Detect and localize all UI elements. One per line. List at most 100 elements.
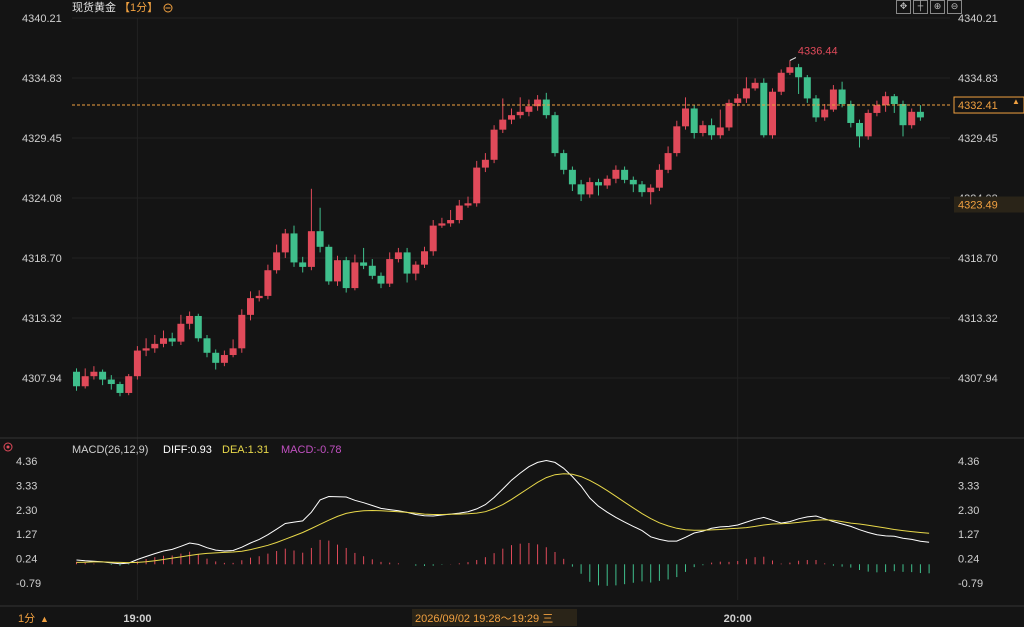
candle-body xyxy=(316,231,324,247)
period-label[interactable]: 【1分】 xyxy=(119,1,158,14)
crosshair-price-label: 4323.49 xyxy=(958,200,998,212)
candle-body xyxy=(595,182,602,186)
candle-body xyxy=(455,205,463,221)
candle-body xyxy=(647,187,655,193)
candle-body xyxy=(821,109,829,118)
candle-body xyxy=(107,379,115,385)
candle-body xyxy=(394,252,402,260)
candle-body xyxy=(255,295,263,299)
macd-tick-label-right: -0.79 xyxy=(958,578,983,590)
max-marker-line xyxy=(789,57,797,61)
macd-line-dea xyxy=(76,473,930,564)
candle-body xyxy=(220,355,228,363)
candle-body xyxy=(168,338,176,342)
price-up-arrow-icon: ▲ xyxy=(1012,97,1020,106)
candle-body xyxy=(516,111,524,116)
candle-body xyxy=(777,72,785,92)
candle-body xyxy=(160,338,167,344)
candle-body xyxy=(725,102,733,128)
candle-body xyxy=(629,179,637,185)
macd-dif-label: DIFF:0.93 xyxy=(163,444,212,456)
candle-body xyxy=(812,98,820,118)
candle-body xyxy=(429,225,437,252)
circle-minus-icon[interactable] xyxy=(163,3,173,13)
candle-body xyxy=(212,352,220,363)
candle-body xyxy=(890,96,898,105)
price-tick-label-left: 4318.70 xyxy=(22,253,62,265)
zoom-in-icon[interactable]: ⊕ xyxy=(930,0,945,14)
macd-tick-label-left: 0.24 xyxy=(16,554,37,566)
instrument-title: 现货黄金 xyxy=(72,0,116,14)
price-tick-label-right: 4313.32 xyxy=(958,313,998,325)
macd-settings-icon[interactable] xyxy=(3,442,13,452)
macd-plot[interactable] xyxy=(76,459,930,586)
price-plot[interactable]: 4336.44 xyxy=(72,46,952,397)
candle-body xyxy=(377,275,385,284)
move-icon[interactable]: ✥ xyxy=(896,0,911,14)
candle-body xyxy=(682,108,689,127)
candle-body xyxy=(116,384,124,393)
candle-body xyxy=(177,323,185,342)
candle-body xyxy=(586,182,594,195)
candle-body xyxy=(873,105,881,113)
candle-body xyxy=(699,125,707,134)
candle-body xyxy=(838,89,846,105)
axis-layer: 4340.21 4340.21 4334.83 4334.83 4329.45 4329.… xyxy=(16,13,1024,625)
candle-body xyxy=(499,119,507,130)
price-tick-label-right: 4318.70 xyxy=(958,253,998,265)
period-switch[interactable]: 1分 xyxy=(18,612,35,625)
candle-body xyxy=(742,88,750,99)
candle-body xyxy=(90,371,98,377)
macd-dea-label: DEA:1.31 xyxy=(222,444,269,456)
candle-body xyxy=(421,251,428,265)
candle-body xyxy=(334,260,341,282)
candle-body xyxy=(281,233,289,253)
time-tick-label: 20:00 xyxy=(724,613,752,625)
period-switch-arrow-icon[interactable]: ▲ xyxy=(40,614,49,624)
candle-body xyxy=(186,315,194,324)
crosshair-time-box xyxy=(412,609,577,626)
last-price-label: 4332.41 xyxy=(958,100,998,112)
macd-line-diff xyxy=(76,459,930,565)
candle-body xyxy=(99,371,107,380)
candle-body xyxy=(803,77,811,99)
zoom-out-icon[interactable]: ⊖ xyxy=(947,0,962,14)
macd-value-label: MACD:-0.78 xyxy=(281,444,342,456)
candle-body xyxy=(829,89,837,110)
candle-body xyxy=(325,246,333,282)
candle-body xyxy=(847,104,855,123)
crosshair-icon[interactable]: ┼ xyxy=(913,0,928,14)
candle-body xyxy=(664,153,672,170)
candle-body xyxy=(673,126,681,154)
candle-body xyxy=(542,99,550,116)
price-tick-label-left: 4324.08 xyxy=(22,193,62,205)
macd-tick-label-right: 4.36 xyxy=(958,456,979,468)
candle-body xyxy=(751,82,759,89)
candle-body xyxy=(447,220,455,224)
candle-body xyxy=(490,129,498,160)
candle-body xyxy=(247,298,254,315)
candle-body xyxy=(568,169,576,185)
candle-body xyxy=(203,338,211,353)
candle-body xyxy=(760,82,768,136)
candle-body xyxy=(786,67,794,73)
candle-body xyxy=(386,259,394,284)
price-tick-label-left: 4307.94 xyxy=(22,373,62,385)
candle-body xyxy=(151,343,159,349)
candle-body xyxy=(473,167,481,204)
price-tick-label-right: 4307.94 xyxy=(958,373,998,385)
candle-body xyxy=(621,169,629,180)
candle-body xyxy=(307,231,315,267)
last-price-box xyxy=(953,96,1024,114)
candle-body xyxy=(194,315,202,339)
macd-tick-label-left: 4.36 xyxy=(16,456,37,468)
candle-body xyxy=(238,314,246,349)
candle-body xyxy=(795,67,803,78)
candle-body xyxy=(856,122,863,137)
macd-tick-label-right: 2.30 xyxy=(958,505,979,517)
crosshair-price-box xyxy=(954,196,1024,213)
price-tick-label-left: 4334.83 xyxy=(22,73,62,85)
candle-body xyxy=(560,153,568,170)
macd-tick-label-left: -0.79 xyxy=(16,578,41,590)
candle-body xyxy=(229,348,237,356)
